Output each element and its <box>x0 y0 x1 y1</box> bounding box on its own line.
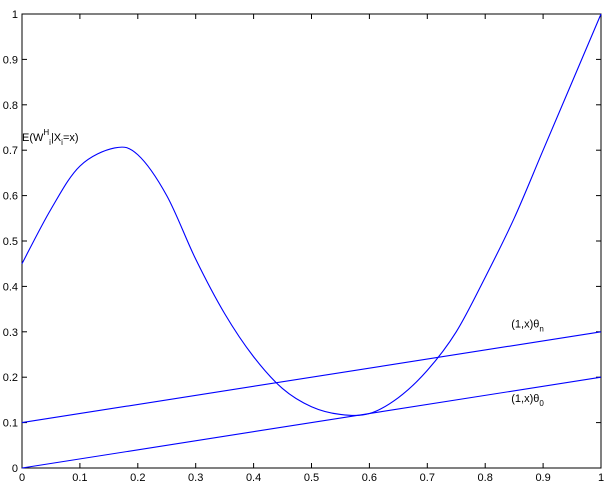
y-tick-label: 0.2 <box>3 372 18 384</box>
x-tick-label: 0 <box>19 472 25 484</box>
x-tick-label: 0.5 <box>304 472 319 484</box>
y-tick-label: 0.9 <box>3 54 18 66</box>
annotation-3: (1,x)θ0 <box>511 393 544 408</box>
annotation-1: E(WHi|Xi=x) <box>22 128 79 147</box>
y-tick-label: 0 <box>12 463 18 475</box>
x-tick-label: 0.2 <box>130 472 145 484</box>
y-tick-label: 0.3 <box>3 327 18 339</box>
series-line-3 <box>21 376 602 469</box>
series-line-2 <box>21 331 602 424</box>
x-tick-label: 1 <box>598 472 604 484</box>
annotation-2: (1,x)θn <box>511 318 544 333</box>
y-tick-label: 0.5 <box>3 236 18 248</box>
y-tick-label: 0.7 <box>3 145 18 157</box>
series-line-1 <box>21 13 602 416</box>
x-tick-label: 0.3 <box>188 472 203 484</box>
y-tick-label: 0.8 <box>3 100 18 112</box>
axes: 0 0.1 0.2 0.3 0.4 0.5 0.6 0.7 0.8 0.9 1 0 0.1 0.2 0.3 0… <box>3 9 604 484</box>
x-tick-label: 0.1 <box>72 472 87 484</box>
x-tick-label: 0.6 <box>362 472 377 484</box>
y-tick-label: 1 <box>12 9 18 21</box>
x-tick-label: 0.7 <box>420 472 435 484</box>
y-tick-label: 0.1 <box>3 418 18 430</box>
y-tick-label: 0.4 <box>3 281 18 293</box>
x-tick-label: 0.4 <box>246 472 261 484</box>
annotations: E(WHi|Xi=x) (1,x)θn (1,x)θ0 <box>22 128 544 408</box>
y-tick-label: 0.6 <box>3 191 18 203</box>
x-tick-label: 0.9 <box>535 472 550 484</box>
x-tick-label: 0.8 <box>478 472 493 484</box>
series-layer <box>21 13 602 469</box>
